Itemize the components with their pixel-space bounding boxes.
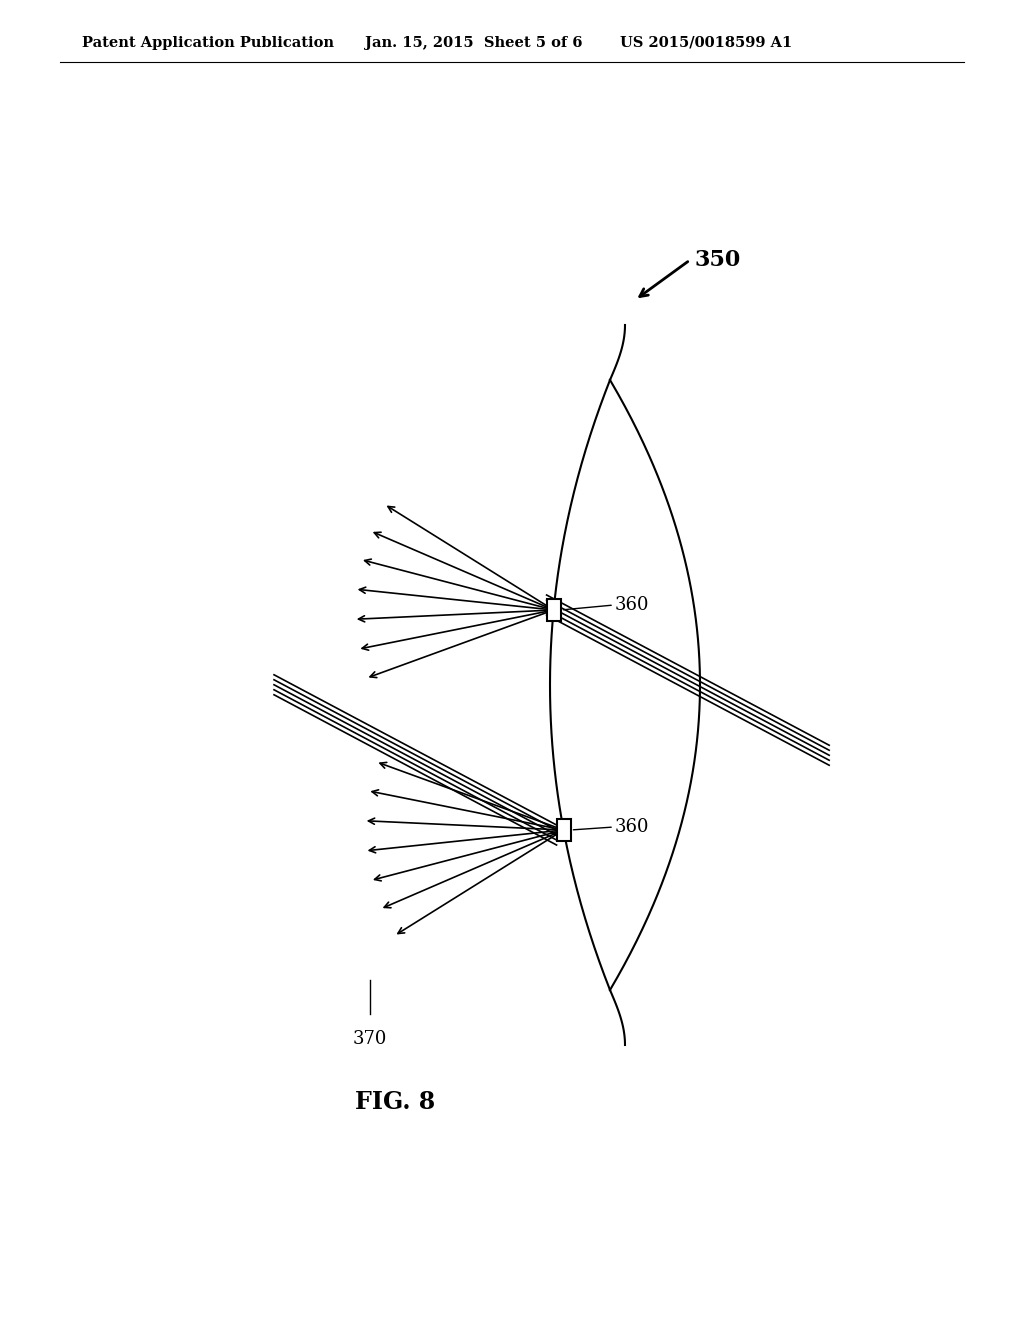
Text: 350: 350 — [695, 249, 741, 271]
Text: Patent Application Publication: Patent Application Publication — [82, 36, 334, 50]
Bar — [557, 818, 570, 841]
Text: 370: 370 — [353, 1030, 387, 1048]
Text: US 2015/0018599 A1: US 2015/0018599 A1 — [620, 36, 793, 50]
Text: 360: 360 — [615, 597, 649, 614]
Text: FIG. 8: FIG. 8 — [355, 1090, 435, 1114]
Text: Jan. 15, 2015  Sheet 5 of 6: Jan. 15, 2015 Sheet 5 of 6 — [365, 36, 583, 50]
Text: 360: 360 — [615, 818, 649, 836]
Bar — [547, 599, 560, 620]
